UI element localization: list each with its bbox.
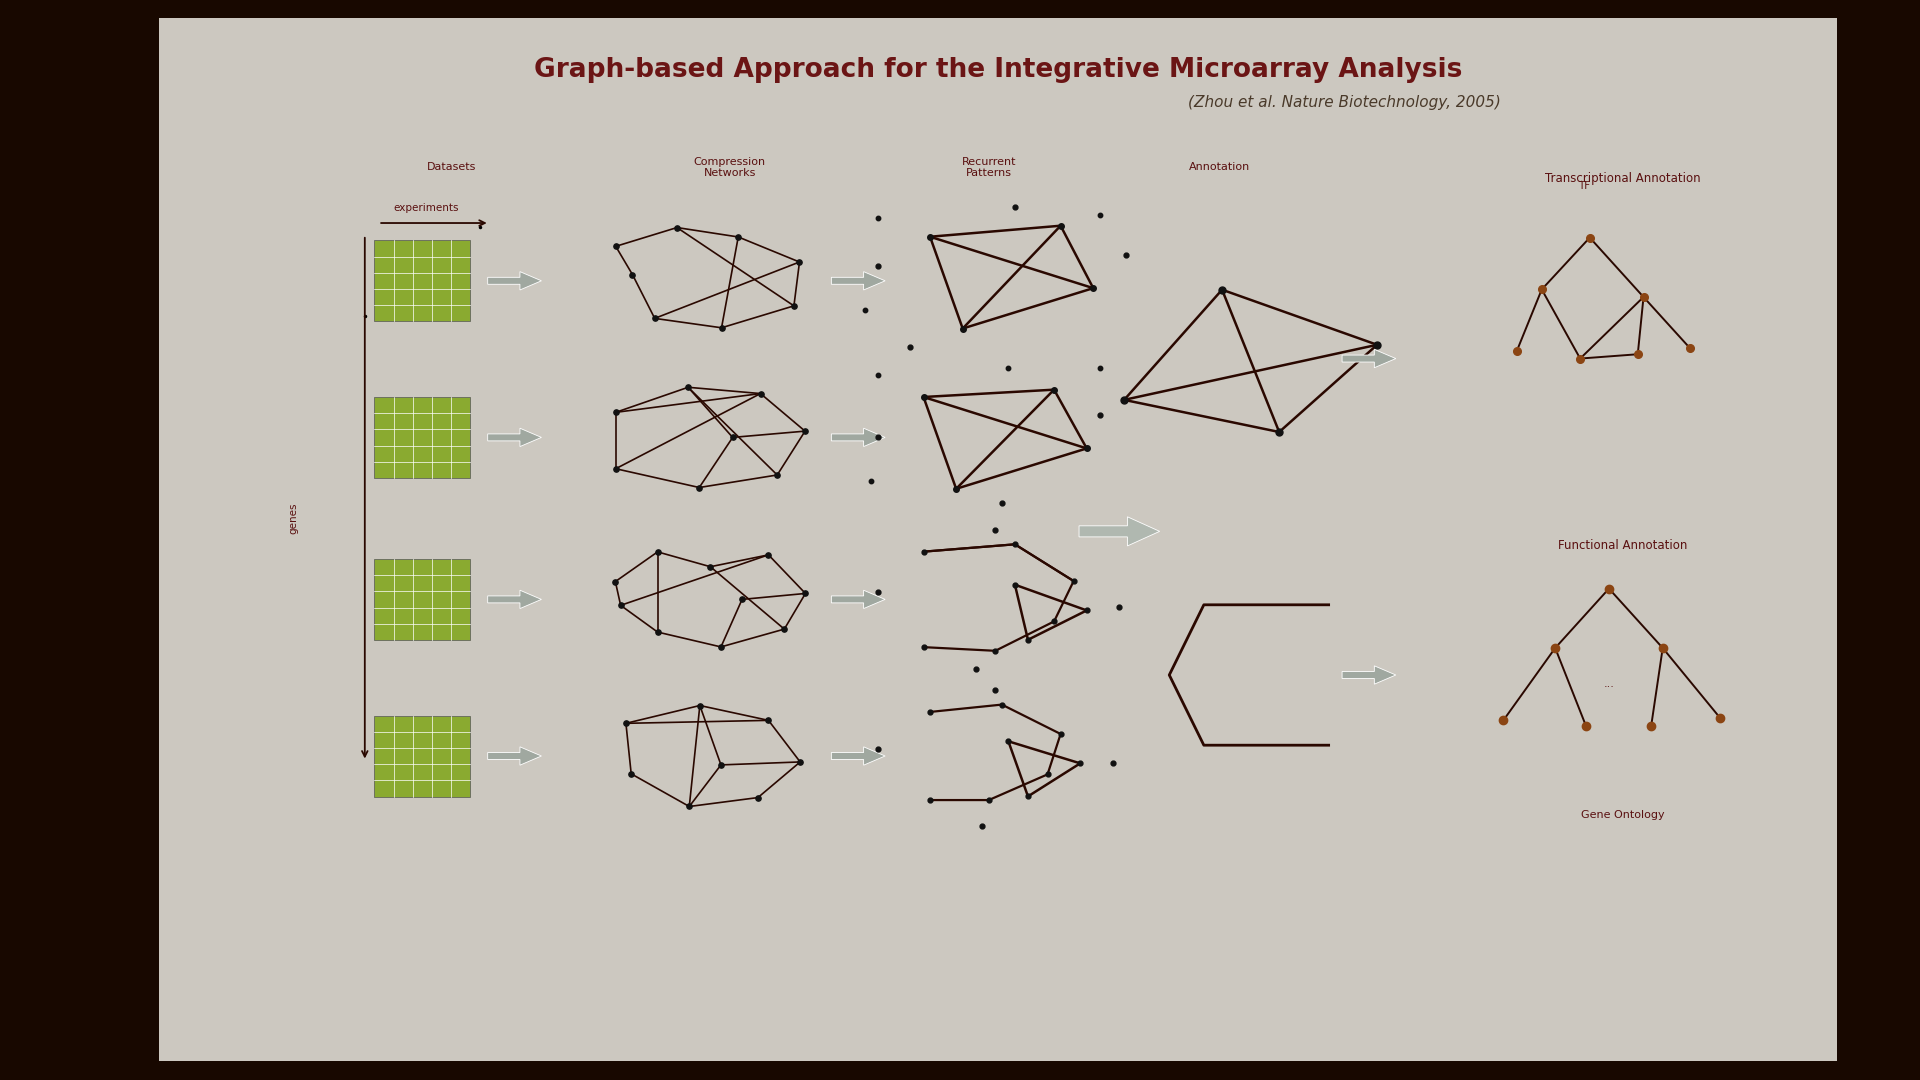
Polygon shape (488, 272, 541, 289)
Text: ...: ... (1603, 678, 1615, 689)
Text: Transcriptional Annotation: Transcriptional Annotation (1544, 172, 1701, 185)
Text: TF: TF (1578, 180, 1590, 191)
Text: Annotation: Annotation (1188, 162, 1250, 173)
Text: Functional Annotation: Functional Annotation (1557, 539, 1688, 552)
Polygon shape (831, 272, 885, 289)
Bar (374, 559, 470, 639)
Text: Datasets: Datasets (426, 162, 476, 173)
Text: Compression
Networks: Compression Networks (693, 157, 766, 178)
Polygon shape (488, 590, 541, 608)
Text: Recurrent
Patterns: Recurrent Patterns (962, 157, 1016, 178)
Polygon shape (488, 428, 541, 446)
Polygon shape (831, 590, 885, 608)
Bar (374, 240, 470, 321)
Bar (374, 715, 470, 797)
Text: genes: genes (288, 502, 300, 535)
Polygon shape (1342, 665, 1396, 685)
Polygon shape (831, 428, 885, 446)
Bar (374, 396, 470, 477)
Polygon shape (1079, 517, 1160, 546)
Text: experiments: experiments (394, 203, 459, 214)
Polygon shape (1342, 350, 1396, 367)
Text: Graph-based Approach for the Integrative Microarray Analysis: Graph-based Approach for the Integrative… (534, 57, 1463, 83)
Polygon shape (831, 747, 885, 765)
Text: Gene Ontology: Gene Ontology (1580, 810, 1665, 821)
FancyBboxPatch shape (159, 18, 1837, 1061)
Text: (Zhou et al. Nature Biotechnology, 2005): (Zhou et al. Nature Biotechnology, 2005) (1188, 95, 1500, 110)
Polygon shape (488, 747, 541, 765)
